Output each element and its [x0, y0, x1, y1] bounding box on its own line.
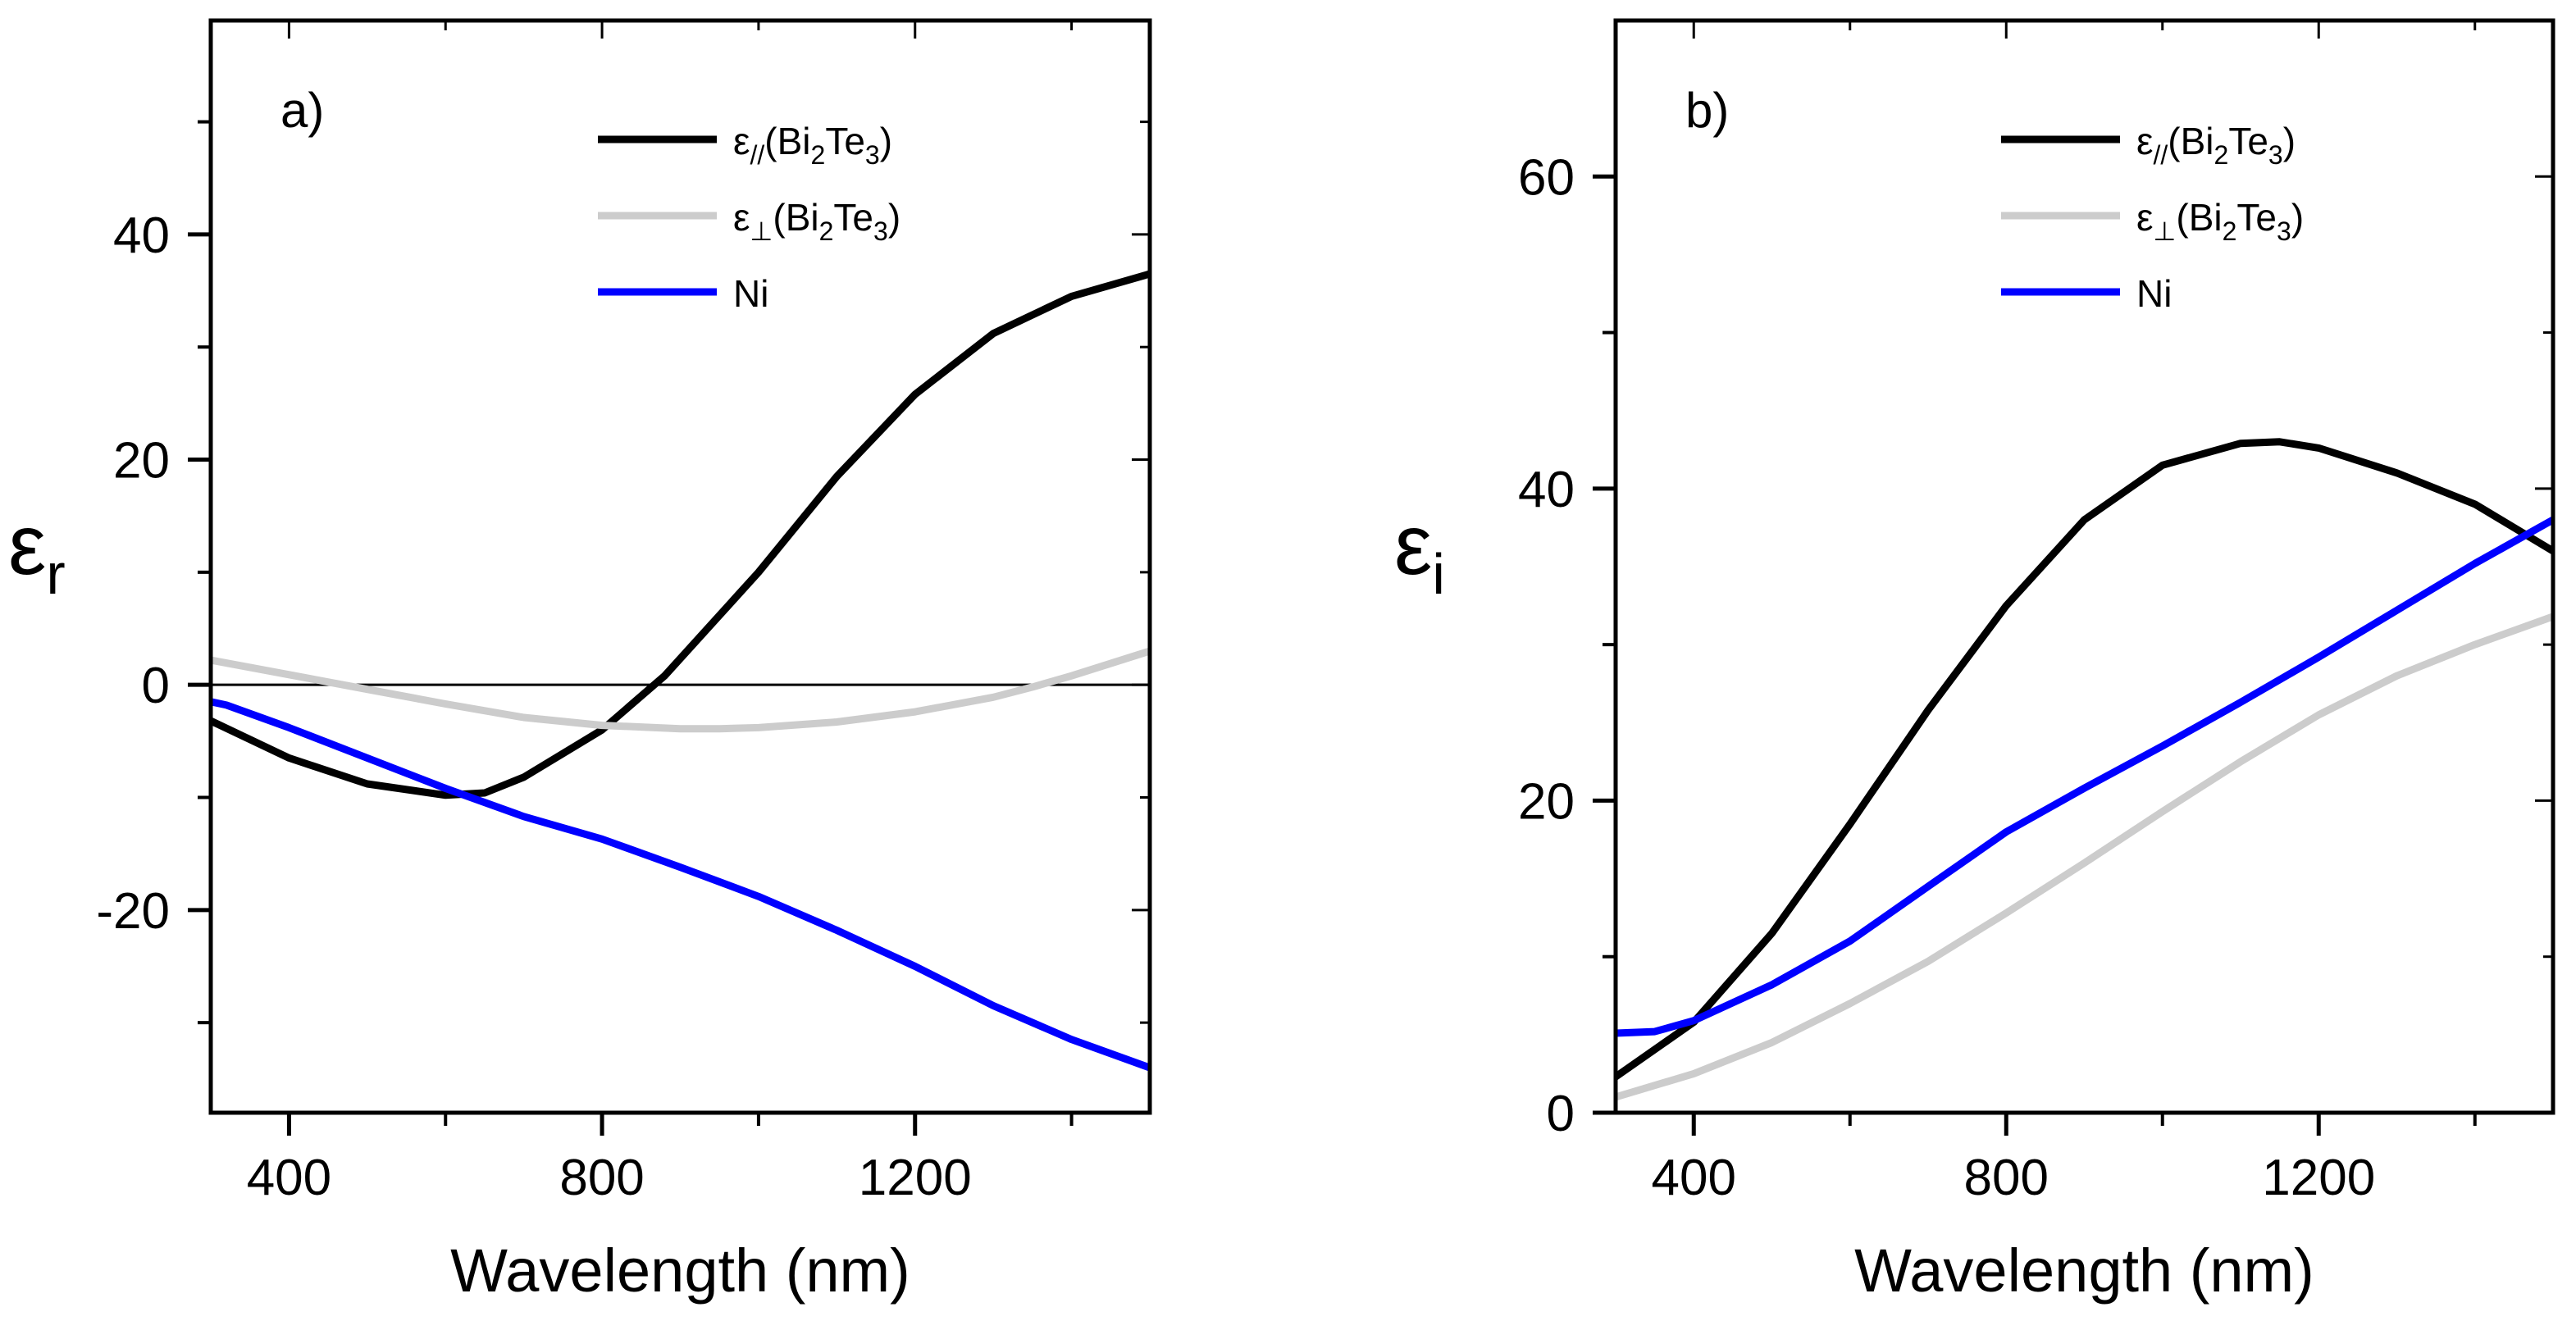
axes-frame [1613, 18, 2555, 1115]
legend-entry: Ni [2136, 272, 2172, 315]
y-axis-title: εr [8, 498, 66, 606]
x-tick-label: 800 [559, 1150, 644, 1206]
y-tick-label: 40 [1518, 462, 1575, 518]
legend-entry: ε//(Bi2Te3) [733, 120, 892, 170]
legend-entry: ε⊥(Bi2Te3) [2136, 196, 2304, 246]
panel-label: a) [280, 83, 324, 138]
y-tick-label: 20 [113, 433, 170, 490]
y-axis-title: εi [1394, 498, 1445, 606]
series-line-ni [1616, 516, 2553, 1037]
series-group [211, 270, 1150, 1072]
y-axis-symbol: ε [8, 498, 46, 593]
series-line--bi2te3- [211, 647, 1150, 733]
x-tick-label: 400 [247, 1150, 331, 1206]
y-tick-label: 20 [1518, 773, 1575, 830]
legend-entry: ε//(Bi2Te3) [2136, 120, 2296, 170]
x-tick-label: 1200 [2262, 1150, 2375, 1206]
y-tick-label: 0 [1547, 1086, 1575, 1142]
y-axis-subscript: i [1432, 542, 1445, 606]
series-line--bi2te3- [1616, 438, 2553, 1081]
y-tick-label: 60 [1518, 149, 1575, 206]
panel-b: 400 800 1200 0 20 40 60 Wavelength (nm) εi b) ε//(… [1394, 18, 2555, 1305]
series-line--bi2te3- [211, 270, 1150, 799]
y-axis-symbol: ε [1394, 498, 1432, 593]
x-tick-label: 400 [1652, 1150, 1736, 1206]
x-tick-label: 800 [1964, 1150, 2049, 1206]
panel-a: 400 800 1200 -20 0 20 40 Wavelength (nm) εr a) ε//… [8, 18, 1152, 1305]
y-axis-subscript: r [46, 542, 65, 606]
legend-entry: ε⊥(Bi2Te3) [733, 196, 900, 246]
y-tick-label: 0 [142, 658, 170, 714]
x-tick-label: 1200 [859, 1150, 972, 1206]
legend: ε//(Bi2Te3) ε⊥(Bi2Te3) Ni [2001, 120, 2304, 315]
x-axis-title: Wavelength (nm) [1854, 1237, 2314, 1305]
series-group [1616, 438, 2553, 1101]
y-tick-label: 40 [113, 207, 170, 264]
y-tick-label: -20 [96, 883, 170, 940]
panel-label: b) [1685, 83, 1729, 138]
x-axis-title: Wavelength (nm) [450, 1237, 910, 1305]
series-line--bi2te3- [1616, 613, 2553, 1101]
axes-frame [208, 18, 1152, 1115]
series-line-ni [211, 698, 1150, 1072]
legend-entry: Ni [733, 272, 768, 315]
legend: ε//(Bi2Te3) ε⊥(Bi2Te3) Ni [598, 120, 900, 315]
